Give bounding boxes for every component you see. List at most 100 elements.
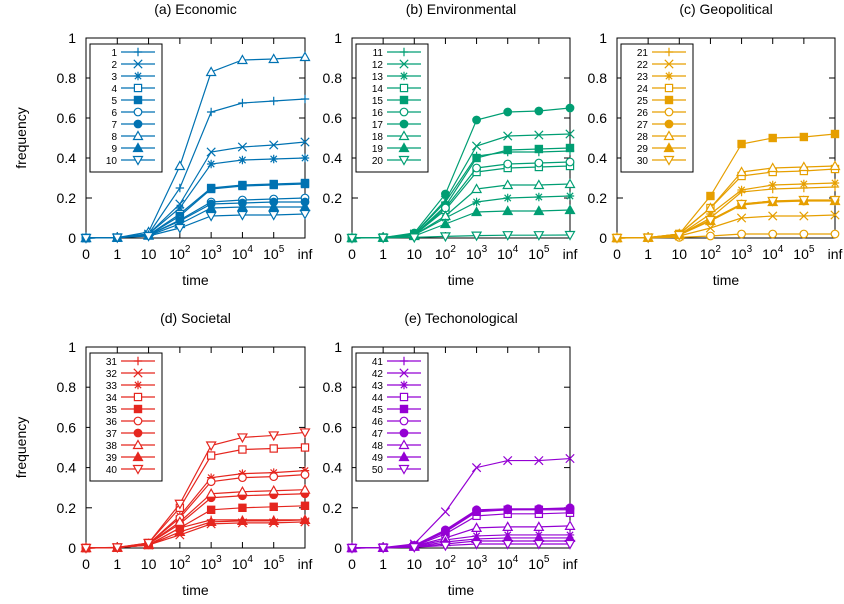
legend-label: 14 xyxy=(372,84,384,95)
legend-label: 6 xyxy=(111,108,117,119)
x-tick-label: 102 xyxy=(700,244,722,262)
legend-swatch-marker xyxy=(132,464,144,475)
legend-swatch-marker xyxy=(133,59,143,69)
legend-label: 26 xyxy=(637,108,649,119)
plot-frame xyxy=(85,37,306,239)
data-point xyxy=(565,453,575,464)
x-tick-label: 103 xyxy=(201,554,223,572)
data-point xyxy=(268,201,280,212)
data-point xyxy=(206,159,216,169)
legend-box xyxy=(355,352,429,482)
y-tick-label: 0 xyxy=(599,230,607,246)
y-tick-label: 1 xyxy=(68,30,76,46)
data-point xyxy=(799,179,809,189)
legend-swatch-marker xyxy=(663,155,675,166)
series-20 xyxy=(346,230,576,244)
data-point xyxy=(300,137,310,147)
y-tick-label: 0.4 xyxy=(323,460,343,476)
legend-label: 32 xyxy=(106,369,118,380)
data-point xyxy=(408,543,420,553)
data-point xyxy=(238,503,247,513)
legend-swatch-marker xyxy=(133,380,143,390)
legend-label: 15 xyxy=(372,96,384,107)
data-point xyxy=(441,189,450,199)
legend-swatch-marker xyxy=(399,380,409,390)
data-point xyxy=(269,180,278,190)
legend-swatch-marker xyxy=(132,130,144,141)
data-point xyxy=(268,210,280,221)
legend-label: 24 xyxy=(637,84,649,95)
x-axis-title: time xyxy=(713,272,740,288)
legend-label: 50 xyxy=(372,465,384,476)
plot-frame xyxy=(351,346,571,549)
x-axis-title: time xyxy=(448,272,475,288)
data-point xyxy=(565,191,575,201)
data-point xyxy=(238,445,247,454)
data-point xyxy=(268,484,280,495)
data-point xyxy=(268,53,280,64)
data-point xyxy=(736,213,747,223)
x-tick-label: 104 xyxy=(497,244,519,262)
legend-swatch-marker xyxy=(133,95,143,105)
y-tick-label: 0 xyxy=(334,230,342,246)
x-tick-label: 0 xyxy=(348,246,356,262)
data-point xyxy=(533,231,545,241)
data-point xyxy=(471,539,483,550)
legend-label: 43 xyxy=(372,381,384,392)
data-point xyxy=(704,215,716,226)
legend-label: 30 xyxy=(637,156,649,167)
y-tick-label: 0.2 xyxy=(323,500,343,516)
data-point xyxy=(377,233,389,244)
legend-label: 2 xyxy=(111,60,117,71)
x-tick-label: 1 xyxy=(113,556,121,572)
legend-label: 12 xyxy=(372,60,384,71)
data-point xyxy=(471,206,483,217)
data-point xyxy=(736,166,748,177)
legend-box xyxy=(89,43,163,173)
data-point xyxy=(111,543,123,554)
legend-swatch-marker xyxy=(664,95,674,105)
y-tick-label: 0.4 xyxy=(57,150,77,166)
legend-box xyxy=(620,43,694,173)
legend-label: 49 xyxy=(372,453,384,464)
legend-box xyxy=(89,352,163,482)
data-point xyxy=(111,233,123,244)
x-tick-label: 105 xyxy=(263,244,285,262)
legend-swatch-marker xyxy=(132,439,144,450)
legend-swatch-marker xyxy=(133,83,143,93)
x-tick-label: 105 xyxy=(528,244,550,262)
data-point xyxy=(440,507,451,517)
data-point xyxy=(439,541,451,552)
data-point xyxy=(174,223,186,234)
legend-label: 21 xyxy=(637,48,649,59)
data-point xyxy=(830,210,840,220)
data-point xyxy=(268,431,280,442)
x-tick-label: 10 xyxy=(141,556,157,572)
data-point xyxy=(346,233,358,244)
y-tick-label: 1 xyxy=(334,339,342,355)
legend-swatch-marker xyxy=(399,416,409,426)
data-point xyxy=(80,543,92,554)
x-tick-label: 0 xyxy=(613,246,621,262)
data-point xyxy=(534,192,544,202)
data-point xyxy=(503,131,513,141)
data-point xyxy=(439,232,451,243)
data-point xyxy=(706,191,715,201)
legend-swatch-marker xyxy=(133,119,143,129)
data-point xyxy=(768,229,778,239)
data-point xyxy=(238,155,247,165)
legend-label: 38 xyxy=(106,441,118,452)
x-tick-label: 104 xyxy=(232,554,254,572)
y-tick-label: 0.6 xyxy=(588,110,608,126)
legend-swatch-marker xyxy=(399,392,409,402)
data-point xyxy=(205,516,217,526)
chart-title: (b) Environmental xyxy=(406,1,517,17)
data-point xyxy=(830,129,840,139)
data-point xyxy=(236,201,248,212)
data-point xyxy=(299,428,311,439)
data-point xyxy=(564,539,576,550)
